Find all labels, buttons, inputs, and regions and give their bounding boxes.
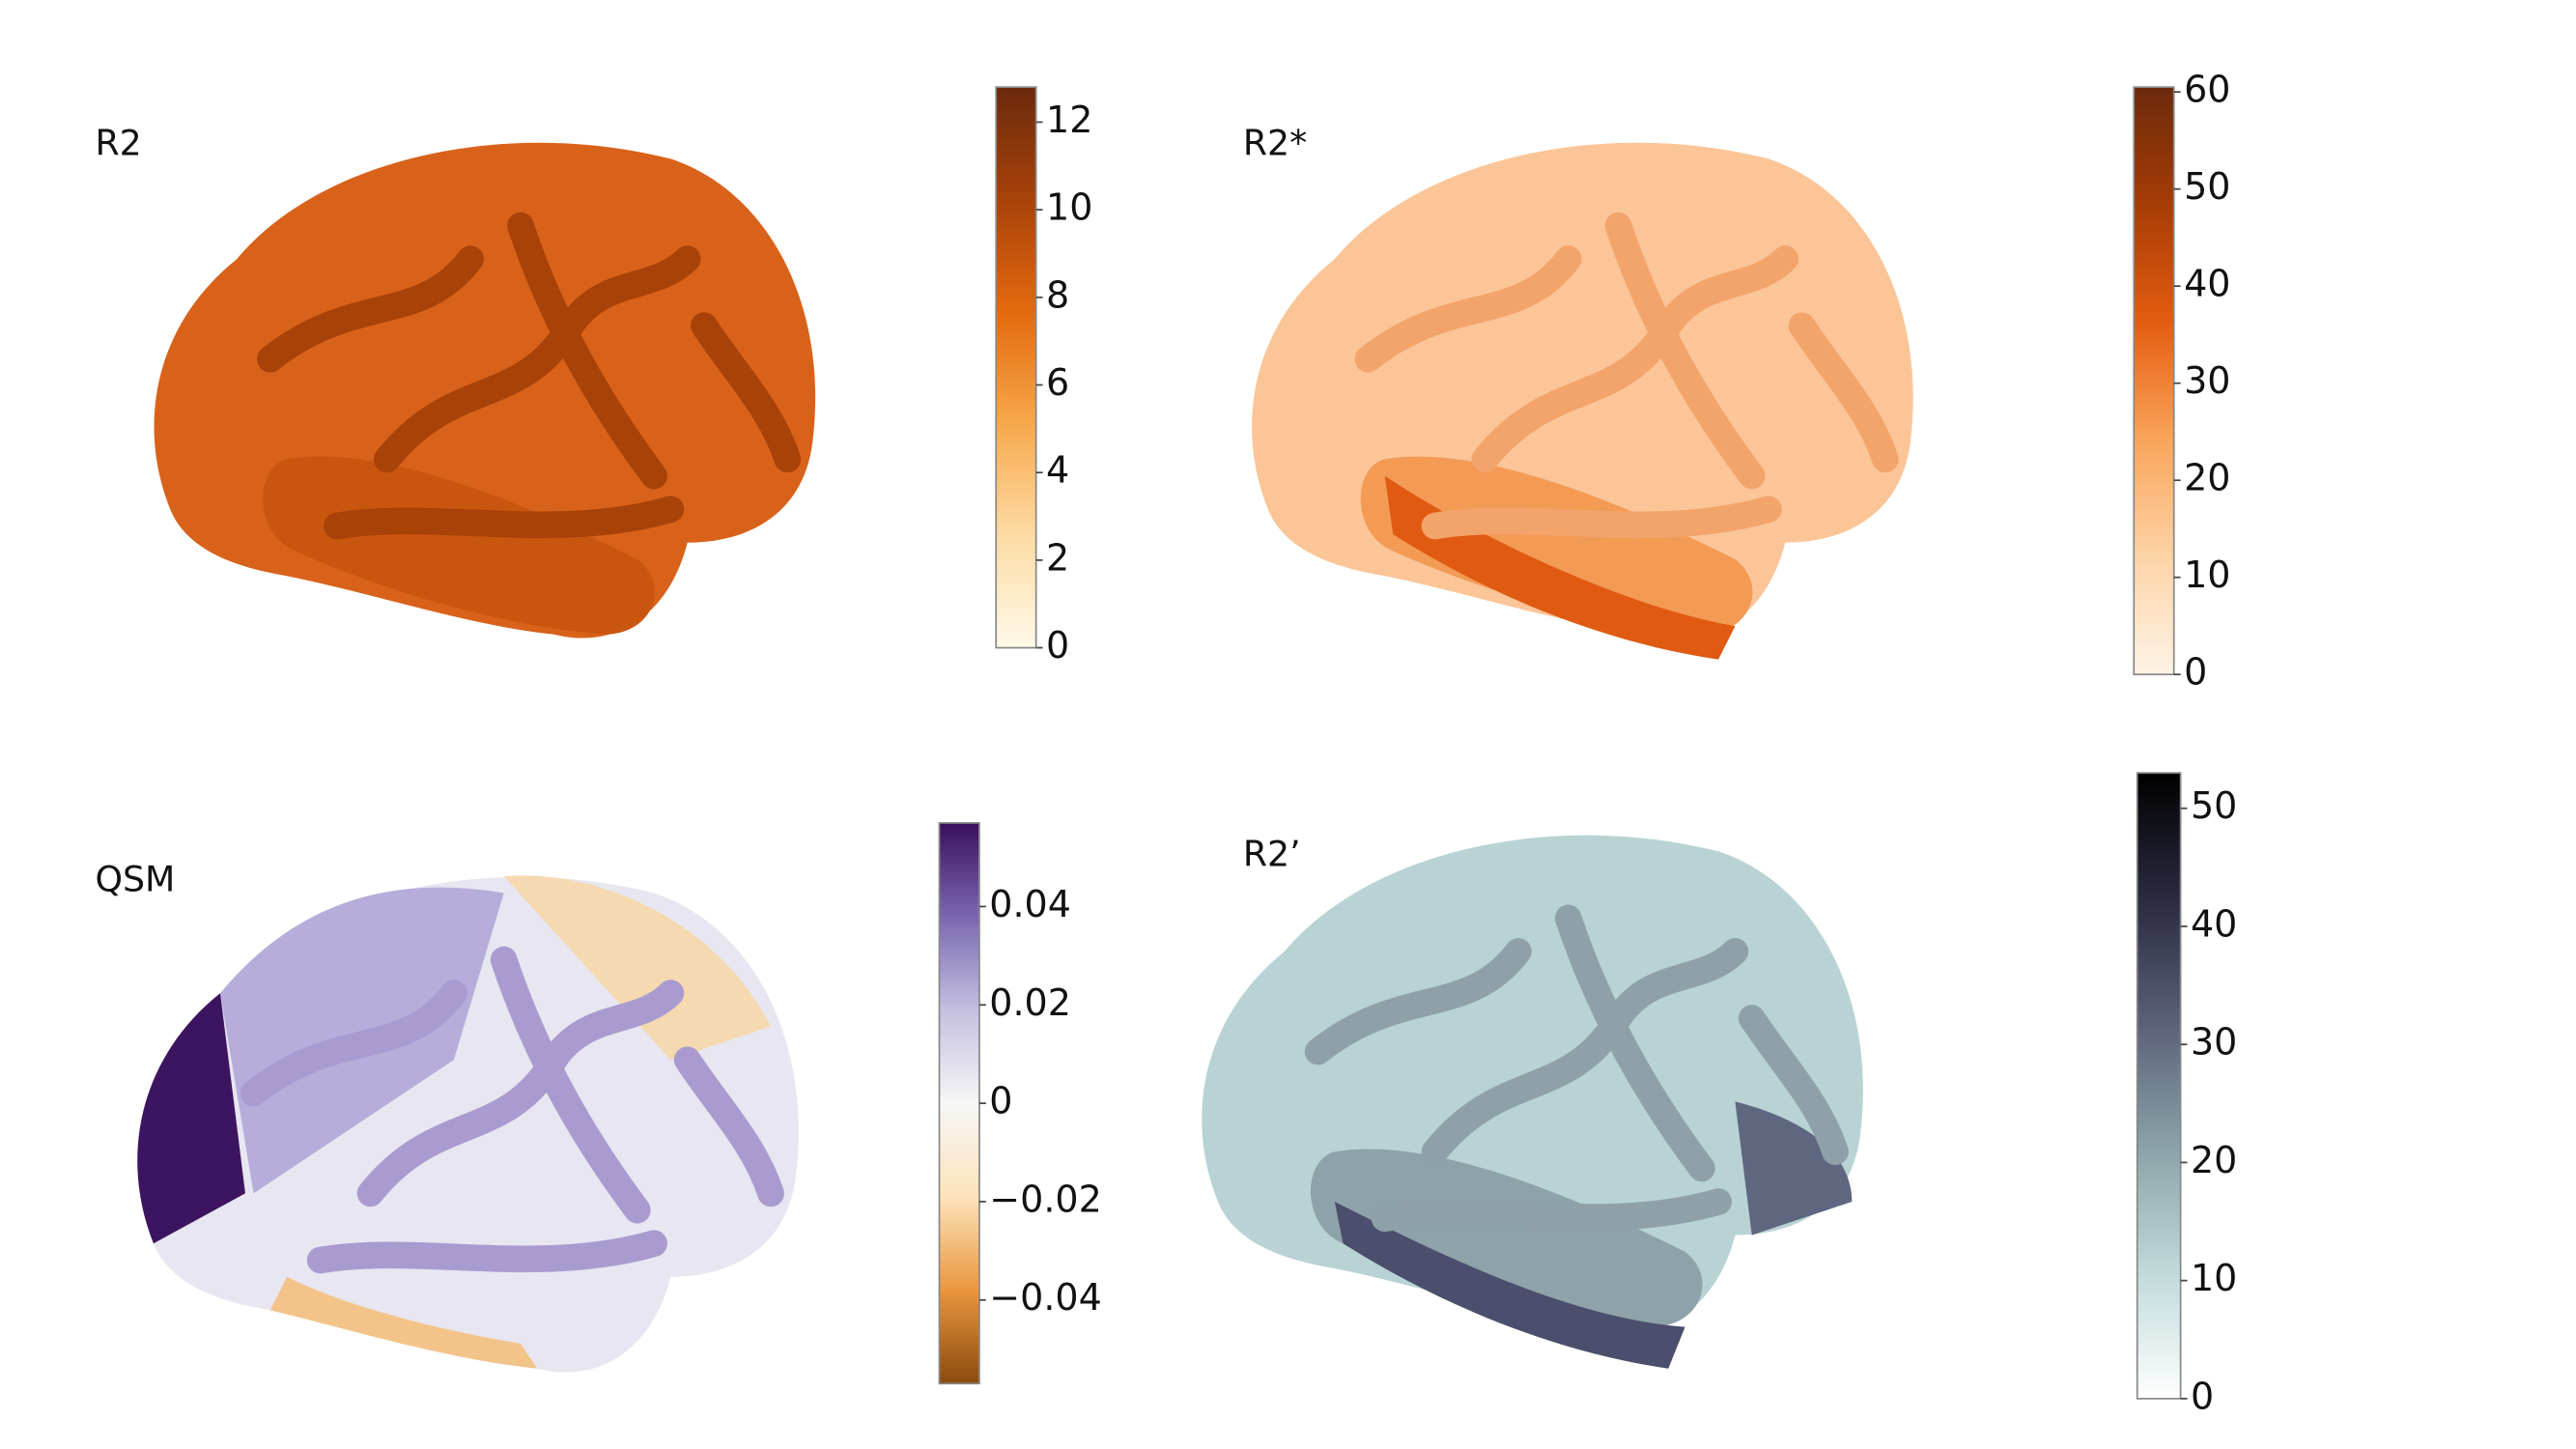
tick-label: 0.02 (989, 981, 1071, 1024)
brain-r2prime (1202, 835, 1863, 1369)
tick-label: 40 (2191, 902, 2237, 945)
panel-label: R2’ (1243, 833, 1301, 874)
tick-label: 0.04 (989, 883, 1071, 925)
tick-label: −0.04 (989, 1276, 1101, 1319)
tick-label: 50 (2184, 165, 2230, 208)
tick-label: −0.02 (989, 1178, 1101, 1220)
colorbar (2133, 86, 2175, 676)
colorbar (995, 86, 1037, 649)
tick-label: 30 (2191, 1021, 2237, 1064)
tick-label: 10 (2184, 554, 2230, 596)
panel-label: R2 (95, 123, 141, 164)
tick-label: 20 (2191, 1139, 2237, 1181)
tick-label: 0 (2184, 651, 2207, 694)
tick-label: 0 (989, 1080, 1012, 1122)
tick-label: 50 (2191, 784, 2237, 827)
brain-r2star (1252, 142, 1913, 660)
tick-label: 20 (2184, 457, 2230, 499)
brain-qsm (137, 875, 799, 1373)
tick-label: 8 (1046, 273, 1069, 316)
tick-label: 6 (1046, 361, 1069, 404)
panel-label: QSM (95, 858, 175, 899)
tick-label: 0 (2191, 1375, 2214, 1417)
tick-label: 4 (1046, 449, 1069, 492)
panel-label: R2* (1243, 123, 1307, 164)
tick-label: 2 (1046, 536, 1069, 579)
tick-label: 10 (1046, 186, 1092, 229)
tick-label: 0 (1046, 624, 1069, 667)
tick-label: 10 (2191, 1257, 2237, 1299)
tick-label: 40 (2184, 263, 2230, 305)
colorbar (2136, 772, 2182, 1400)
tick-label: 12 (1046, 99, 1092, 141)
brain-r2 (154, 142, 816, 639)
tick-label: 60 (2184, 69, 2230, 111)
colorbar (938, 822, 980, 1385)
tick-label: 30 (2184, 359, 2230, 402)
